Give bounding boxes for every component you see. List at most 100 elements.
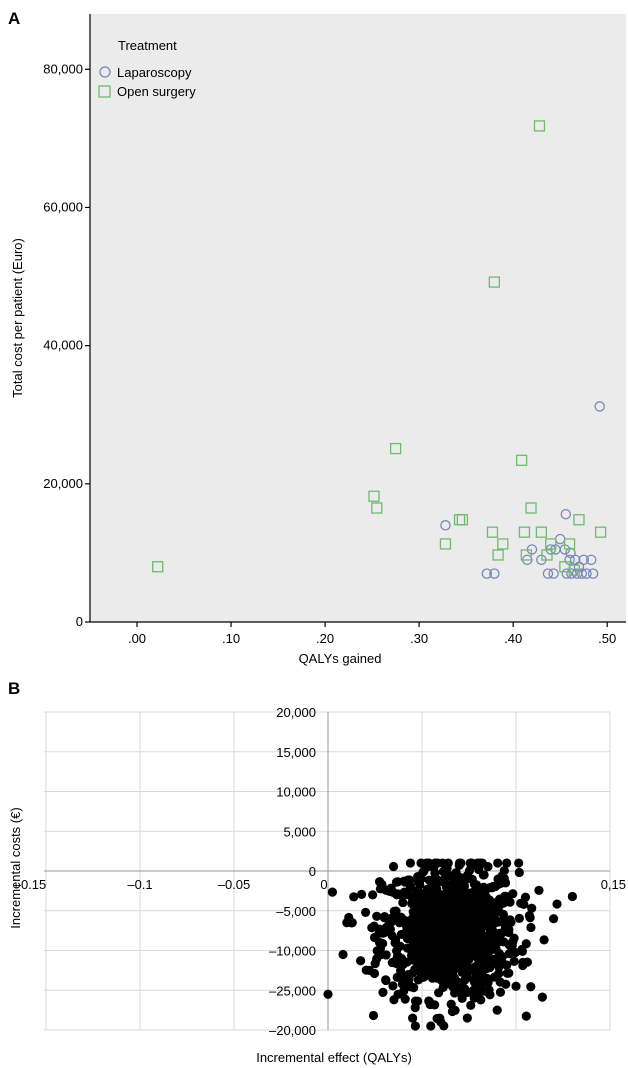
bootstrap-point bbox=[464, 866, 475, 876]
bootstrap-point bbox=[438, 977, 448, 987]
bootstrap-point bbox=[405, 943, 415, 953]
laparoscopy-point bbox=[561, 568, 573, 579]
bootstrap-point bbox=[370, 959, 380, 969]
open-surgery-point bbox=[525, 502, 537, 514]
panel-a-y-ticks: 0 20,000 40,000 60,000 80,000 bbox=[43, 61, 90, 629]
legend-laparoscopy-marker bbox=[99, 66, 111, 78]
bootstrap-point bbox=[391, 946, 402, 956]
bootstrap-point bbox=[514, 858, 524, 868]
bootstrap-point bbox=[549, 914, 559, 924]
bootstrap-point bbox=[364, 965, 374, 975]
panel-b-x-tick-label: –0.05 bbox=[218, 877, 251, 892]
bootstrap-point bbox=[410, 1021, 420, 1031]
bootstrap-point bbox=[396, 912, 406, 922]
bootstrap-point bbox=[424, 910, 434, 921]
panel-b-y-tick-label: –10,000 bbox=[269, 944, 316, 959]
bootstrap-point bbox=[391, 906, 401, 916]
panel-a-x-tick-label: .50 bbox=[598, 631, 616, 646]
bootstrap-point bbox=[517, 946, 528, 957]
bootstrap-point bbox=[482, 986, 492, 997]
bootstrap-point bbox=[391, 877, 402, 887]
bootstrap-point bbox=[454, 934, 464, 944]
bootstrap-point bbox=[338, 949, 348, 960]
open-surgery-point bbox=[563, 538, 576, 550]
bootstrap-point bbox=[496, 929, 506, 939]
bootstrap-point bbox=[476, 896, 487, 906]
open-surgery-point bbox=[573, 514, 585, 526]
bootstrap-point bbox=[460, 909, 470, 919]
panel-a: A 0 20,000 40,000 60,000 80,000 .00 .10 .20 .30… bbox=[8, 9, 626, 666]
bootstrap-point bbox=[419, 941, 429, 952]
panel-b-y-tick-label: 20,000 bbox=[276, 705, 316, 720]
laparoscopy-point bbox=[576, 568, 588, 579]
bootstrap-point bbox=[525, 913, 535, 923]
bootstrap-point bbox=[519, 899, 529, 909]
bootstrap-point bbox=[446, 979, 456, 990]
bootstrap-point bbox=[427, 897, 437, 907]
bootstrap-point bbox=[361, 907, 371, 917]
bootstrap-point bbox=[526, 982, 536, 992]
open-surgery-point bbox=[533, 120, 546, 132]
bootstrap-point bbox=[416, 954, 426, 964]
open-surgery-point bbox=[492, 549, 504, 561]
bootstrap-point bbox=[433, 904, 443, 915]
bootstrap-point bbox=[466, 1000, 476, 1010]
bootstrap-point bbox=[449, 875, 459, 885]
bootstrap-point bbox=[410, 889, 420, 899]
laparoscopy-point bbox=[489, 568, 500, 579]
bootstrap-point bbox=[537, 992, 547, 1002]
bootstrap-point bbox=[520, 892, 531, 902]
bootstrap-point bbox=[488, 881, 498, 891]
bootstrap-point bbox=[473, 858, 484, 868]
bootstrap-point bbox=[479, 870, 489, 880]
open-surgery-point bbox=[541, 549, 553, 561]
panel-b-y-tick-label: 15,000 bbox=[276, 745, 316, 760]
bootstrap-point bbox=[493, 858, 503, 868]
panel-b-y-title: Incremental costs (€) bbox=[8, 807, 23, 928]
panel-a-x-title: QALYs gained bbox=[299, 651, 382, 666]
panel-b-y-tick-label: 0 bbox=[309, 864, 316, 879]
bootstrap-point bbox=[421, 862, 431, 872]
panel-b-y-tick-label: 10,000 bbox=[276, 785, 316, 800]
bootstrap-point bbox=[467, 858, 477, 868]
panel-b: B 20,000 15,000 10,000 5,000 0 –5,000 –10,000 –… bbox=[8, 679, 626, 1065]
bootstrap-point bbox=[457, 887, 467, 897]
bootstrap-point bbox=[398, 897, 408, 908]
bootstrap-point bbox=[342, 918, 352, 928]
laparoscopy-point bbox=[587, 568, 599, 579]
bootstrap-point bbox=[527, 903, 537, 913]
bootstrap-point bbox=[499, 916, 509, 926]
panel-a-x-tick-label: .10 bbox=[222, 631, 240, 646]
panel-a-y-tick-label: 60,000 bbox=[43, 199, 83, 214]
bootstrap-point bbox=[491, 956, 501, 966]
bootstrap-point bbox=[403, 890, 413, 900]
panel-a-letter: A bbox=[8, 9, 20, 28]
panel-b-x-tick-label: 0,15 bbox=[601, 877, 626, 892]
bootstrap-point bbox=[426, 1021, 436, 1031]
bootstrap-point bbox=[508, 889, 518, 899]
bootstrap-point bbox=[368, 890, 378, 900]
panel-a-plot-area bbox=[90, 14, 626, 622]
bootstrap-point bbox=[481, 962, 491, 972]
bootstrap-point bbox=[494, 948, 504, 959]
bootstrap-point bbox=[471, 979, 481, 989]
bootstrap-point bbox=[416, 874, 426, 884]
laparoscopy-point bbox=[560, 508, 572, 520]
bootstrap-point bbox=[483, 906, 493, 916]
bootstrap-point bbox=[388, 981, 398, 991]
bootstrap-point bbox=[534, 885, 544, 895]
open-surgery-point bbox=[368, 490, 380, 502]
bootstrap-point bbox=[385, 924, 395, 934]
bootstrap-point bbox=[391, 955, 401, 965]
bootstrap-point bbox=[393, 989, 403, 999]
panel-b-x-tick-label: –0.1 bbox=[127, 877, 152, 892]
bootstrap-point bbox=[418, 970, 429, 980]
bootstrap-point bbox=[410, 897, 420, 907]
panel-b-y-ticks: 20,000 15,000 10,000 5,000 0 –5,000 –10,000 –25… bbox=[269, 705, 316, 1038]
bootstrap-point bbox=[456, 943, 466, 953]
bootstrap-point bbox=[441, 892, 451, 903]
bootstrap-point bbox=[379, 912, 390, 922]
bootstrap-point bbox=[419, 923, 429, 934]
bootstrap-point bbox=[391, 935, 401, 945]
